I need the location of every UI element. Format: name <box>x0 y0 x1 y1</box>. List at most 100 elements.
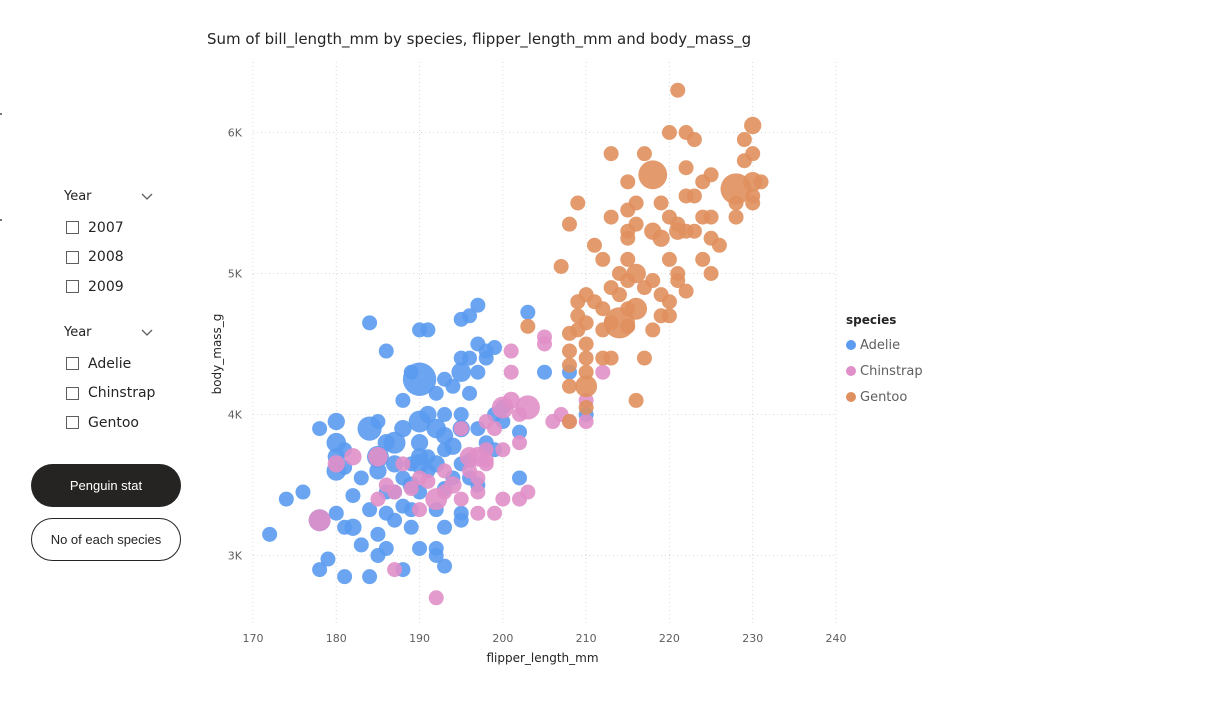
x-tick-label: 170 <box>243 632 264 645</box>
data-point-gentoo <box>686 223 702 239</box>
data-point-adelie <box>353 537 369 553</box>
data-point-chinstrap <box>453 491 469 507</box>
data-point-gentoo <box>745 146 761 162</box>
data-point-adelie <box>470 297 486 313</box>
data-point-adelie <box>327 412 345 431</box>
data-point-gentoo <box>661 251 677 267</box>
data-point-gentoo <box>753 174 769 190</box>
data-point-gentoo <box>670 82 686 98</box>
legend-swatch <box>846 340 856 350</box>
data-point-adelie <box>462 308 478 324</box>
data-point-adelie <box>403 519 419 535</box>
data-point-gentoo <box>653 195 669 211</box>
data-point-chinstrap <box>470 484 486 500</box>
year-option-label: 2008 <box>88 249 124 266</box>
data-point-adelie <box>344 518 362 536</box>
checkbox-icon[interactable] <box>66 280 79 294</box>
data-point-adelie <box>262 526 278 542</box>
data-point-gentoo <box>711 237 727 253</box>
x-tick-label: 190 <box>409 632 430 645</box>
chevron-down-icon[interactable] <box>140 325 154 339</box>
data-point-adelie <box>437 407 453 422</box>
species-option-adelie[interactable]: Adelie <box>64 349 184 379</box>
penguin-stat-button[interactable]: Penguin stat <box>31 464 181 507</box>
chart-title: Sum of bill_length_mm by species, flippe… <box>207 30 752 48</box>
data-point-adelie <box>445 378 461 394</box>
checkbox-icon[interactable] <box>66 357 79 371</box>
species-option-gentoo[interactable]: Gentoo <box>64 408 184 438</box>
data-point-adelie <box>428 385 444 401</box>
x-tick-label: 200 <box>492 632 513 645</box>
chart-legend: species Adelie Chinstrap Gentoo <box>846 313 923 410</box>
data-point-adelie <box>412 540 428 556</box>
data-point-adelie <box>395 392 411 408</box>
data-point-chinstrap <box>515 395 540 420</box>
x-tick-label: 210 <box>576 632 597 645</box>
year-option-label: 2007 <box>88 219 124 236</box>
y-axis-label: body_mass_g <box>210 314 224 395</box>
chevron-down-icon[interactable] <box>140 189 154 203</box>
legend-item-chinstrap[interactable]: Chinstrap <box>846 358 923 384</box>
species-slicer: Year Adelie Chinstrap Gentoo <box>64 322 184 438</box>
data-point-gentoo <box>645 322 661 338</box>
species-option-chinstrap[interactable]: Chinstrap <box>64 379 184 409</box>
legend-label: Chinstrap <box>860 363 923 379</box>
data-point-gentoo <box>578 315 594 331</box>
data-point-chinstrap <box>512 435 528 451</box>
data-point-adelie <box>420 322 436 338</box>
checkbox-icon[interactable] <box>66 416 79 430</box>
data-point-chinstrap <box>327 455 345 473</box>
data-point-adelie <box>462 385 478 401</box>
data-point-adelie <box>487 340 503 356</box>
data-point-adelie <box>453 512 469 528</box>
data-point-adelie <box>387 512 403 528</box>
data-point-gentoo <box>628 216 644 232</box>
data-point-gentoo <box>695 251 711 267</box>
data-point-adelie <box>312 421 328 437</box>
data-point-gentoo <box>578 350 594 366</box>
data-point-chinstrap <box>487 505 503 521</box>
data-point-adelie <box>402 362 437 396</box>
year-option-2008[interactable]: 2008 <box>64 243 184 273</box>
data-point-gentoo <box>703 266 719 281</box>
page-edge-marker <box>0 113 2 115</box>
year-option-2007[interactable]: 2007 <box>64 213 184 243</box>
data-point-gentoo <box>586 237 602 253</box>
data-point-gentoo <box>728 209 744 225</box>
data-point-gentoo <box>728 195 744 211</box>
y-tick-label: 3K <box>228 550 243 563</box>
checkbox-icon[interactable] <box>66 250 79 264</box>
legend-item-adelie[interactable]: Adelie <box>846 332 923 358</box>
data-point-adelie <box>444 437 462 455</box>
data-point-gentoo <box>620 318 636 334</box>
data-point-gentoo <box>553 258 569 274</box>
data-point-chinstrap <box>437 463 453 479</box>
data-point-gentoo <box>578 364 594 380</box>
data-point-gentoo <box>670 273 686 289</box>
page-edge-marker <box>0 219 2 221</box>
data-point-chinstrap <box>495 491 511 507</box>
legend-item-gentoo[interactable]: Gentoo <box>846 384 923 410</box>
species-option-label: Gentoo <box>88 414 139 431</box>
data-point-chinstrap <box>470 470 486 486</box>
data-point-gentoo <box>661 308 677 324</box>
data-point-gentoo <box>611 287 627 303</box>
data-point-adelie <box>370 414 386 430</box>
data-point-chinstrap <box>470 505 486 521</box>
data-point-chinstrap <box>420 473 436 489</box>
data-point-adelie <box>453 407 469 422</box>
data-point-adelie <box>437 558 453 574</box>
year-slicer-header[interactable]: Year <box>64 186 154 206</box>
year-option-2009[interactable]: 2009 <box>64 272 184 302</box>
checkbox-icon[interactable] <box>66 386 79 400</box>
y-tick-label: 4K <box>228 409 243 422</box>
species-count-button[interactable]: No of each species <box>31 518 181 561</box>
data-point-gentoo <box>561 216 577 232</box>
data-point-gentoo <box>661 294 677 310</box>
data-point-gentoo <box>628 392 644 408</box>
checkbox-icon[interactable] <box>66 221 79 235</box>
data-point-gentoo <box>561 343 577 359</box>
data-point-adelie <box>512 424 528 440</box>
species-slicer-header[interactable]: Year <box>64 322 154 342</box>
